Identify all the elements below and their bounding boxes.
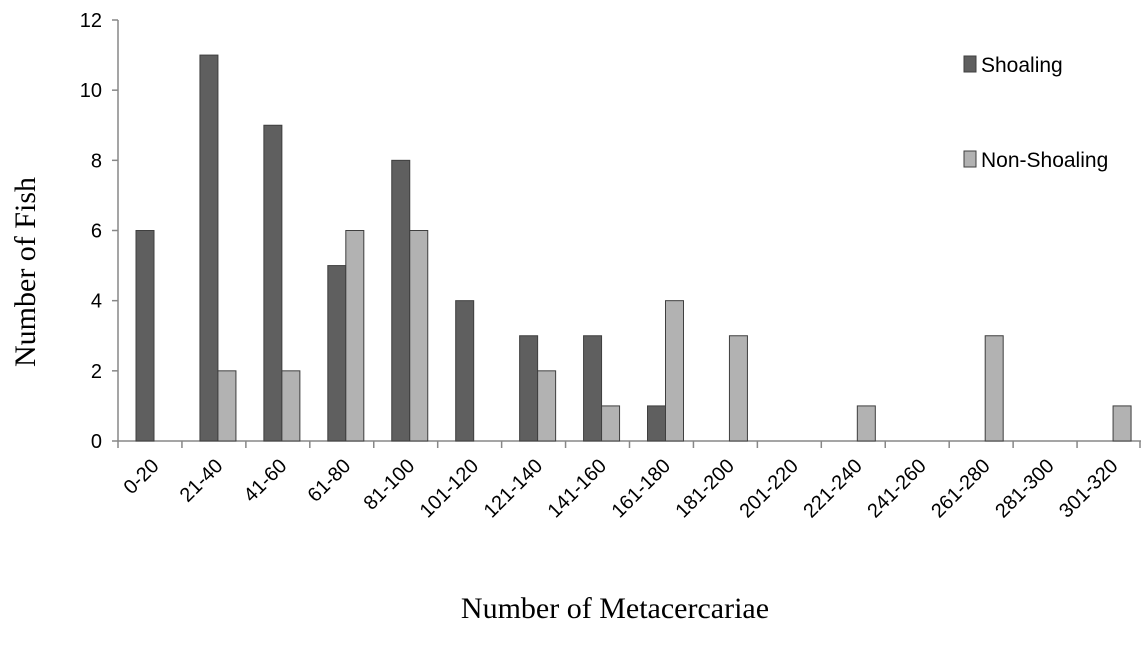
x-tick-label: 261-280 bbox=[927, 455, 994, 522]
x-axis: 0-20 21-40 41-60 61-80 81-100101-120121-1401… bbox=[117, 440, 1141, 522]
y-tick-label: 8 bbox=[91, 150, 102, 172]
bar-non-shoaling bbox=[728, 335, 748, 442]
x-tick-label: 301-320 bbox=[1055, 455, 1122, 522]
bar-non-shoaling bbox=[601, 405, 621, 442]
x-tick-label: 101-120 bbox=[416, 455, 483, 522]
bar-shoaling bbox=[519, 335, 539, 442]
legend-swatch-non-shoaling bbox=[963, 150, 977, 168]
bar-shoaling bbox=[199, 54, 219, 442]
y-tick-label: 4 bbox=[91, 291, 102, 313]
bar-non-shoaling bbox=[984, 335, 1004, 442]
bar-non-shoaling bbox=[856, 405, 876, 442]
y-tick-label: 6 bbox=[91, 221, 102, 243]
x-tick-label: 121-140 bbox=[480, 455, 547, 522]
y-tick-label: 2 bbox=[91, 361, 102, 383]
x-tick-label: 241-260 bbox=[863, 455, 930, 522]
bar-non-shoaling bbox=[409, 230, 429, 442]
legend-swatch-shoaling bbox=[963, 55, 977, 73]
x-tick-label: 181-200 bbox=[671, 455, 738, 522]
bars bbox=[135, 54, 1132, 442]
bar-non-shoaling bbox=[345, 230, 365, 442]
x-tick-label: 0-20 bbox=[120, 455, 164, 499]
x-tick-label: 201-220 bbox=[735, 455, 802, 522]
y-axis-title: Number of Fish bbox=[9, 177, 42, 367]
x-tick-label: 81-100 bbox=[360, 455, 420, 515]
bar-non-shoaling bbox=[217, 370, 237, 442]
bar-non-shoaling bbox=[537, 370, 557, 442]
x-tick-label: 21-40 bbox=[176, 455, 228, 507]
legend: Shoaling Non-Shoaling bbox=[963, 54, 1108, 172]
x-tick-label: 161-180 bbox=[608, 455, 675, 522]
bar-shoaling bbox=[263, 124, 283, 442]
bar-shoaling bbox=[135, 230, 155, 442]
y-tick-label: 12 bbox=[80, 10, 102, 32]
bar-shoaling bbox=[583, 335, 603, 442]
bar-shoaling bbox=[647, 405, 666, 442]
y-tick-label: 0 bbox=[91, 431, 102, 453]
x-tick-label: 221-240 bbox=[799, 455, 866, 522]
y-axis: 0 2 4 6 8 10 12 bbox=[80, 10, 119, 453]
x-axis-title: Number of Metacercariae bbox=[461, 592, 769, 625]
bar-shoaling bbox=[391, 159, 411, 442]
bar-non-shoaling bbox=[281, 370, 301, 442]
legend-label-non-shoaling: Non-Shoaling bbox=[981, 149, 1108, 172]
y-tick-label: 10 bbox=[80, 80, 102, 102]
bar-non-shoaling bbox=[665, 300, 684, 442]
x-tick-label: 141-160 bbox=[544, 455, 611, 522]
bar-non-shoaling bbox=[1112, 405, 1132, 442]
bar-shoaling bbox=[327, 265, 347, 442]
bar-shoaling bbox=[455, 300, 475, 442]
x-tick-label: 61-80 bbox=[304, 455, 356, 507]
x-tick-label: 281-300 bbox=[991, 455, 1058, 522]
x-tick-label: 41-60 bbox=[240, 455, 292, 507]
legend-label-shoaling: Shoaling bbox=[981, 54, 1063, 77]
